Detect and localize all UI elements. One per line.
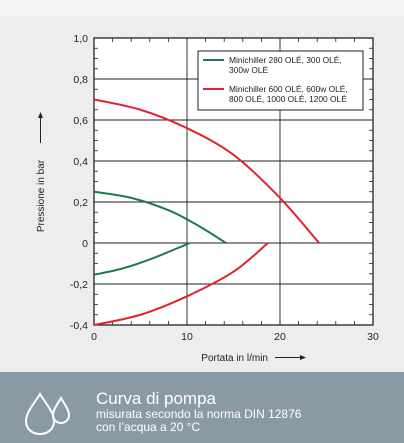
y-tick-label: 0 — [82, 238, 88, 250]
y-tick-label: 0,6 — [73, 115, 88, 127]
water-drops-icon — [24, 392, 71, 436]
legend-label-1-cont: 300w OLÉ — [229, 65, 269, 75]
y-axis-arrowhead — [38, 112, 43, 118]
y-tick-label: 0,2 — [73, 197, 88, 209]
series-1-curve-1 — [93, 190, 227, 244]
legend-label-2-cont: 800 OLÉ, 1000 OLÉ, 1200 OLÉ — [229, 94, 347, 104]
y-tick-label: 0,8 — [73, 74, 88, 86]
legend-box — [197, 50, 364, 111]
series-1-curve-2 — [93, 242, 191, 276]
x-tick-label: 0 — [91, 331, 97, 343]
y-tick-label: -0,2 — [70, 279, 88, 291]
x-tick-label: 20 — [274, 331, 286, 343]
y-tick-label: 1,0 — [73, 33, 88, 45]
caption-bar: Curva di pompa misurata secondo la norma… — [0, 372, 404, 443]
series-2-curve-1 — [93, 98, 320, 244]
x-tick-label: 10 — [181, 331, 193, 343]
caption-title: Curva di pompa — [96, 389, 217, 408]
y-axis-label: Pressione in bar — [36, 159, 47, 232]
legend-label-1: Minichiller 280 OLÉ, 300 OLÉ, — [229, 55, 342, 65]
legend-label-2: Minichiller 600 OLÉ, 600w OLÉ, — [229, 84, 348, 94]
x-axis-arrowhead — [300, 355, 306, 360]
top-band — [0, 0, 404, 16]
x-tick-label: 30 — [367, 331, 379, 343]
x-axis-label: Portata in l/min — [201, 353, 268, 364]
y-tick-label: -0,4 — [70, 320, 88, 332]
caption-line-1: misurata secondo la norma DIN 12876 — [96, 407, 302, 421]
y-tick-label: 0,4 — [73, 156, 88, 168]
series-2-curve-2 — [93, 242, 269, 326]
caption-line-2: con l’acqua a 20 °C — [96, 420, 201, 434]
pump-curve-chart: -0,4 -0,2 0 0,2 0,4 0,6 0,8 1,0 0 10 20 30 Portata i… — [36, 33, 379, 364]
